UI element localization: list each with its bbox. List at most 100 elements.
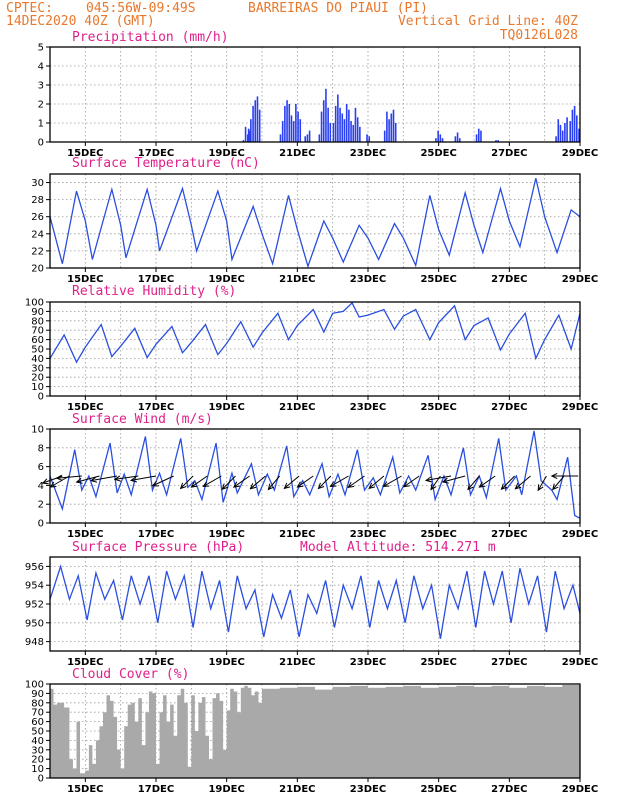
wind-vector-shaft <box>442 475 466 483</box>
cloud-cover-title: Cloud Cover (%) <box>72 667 189 682</box>
wind-vector-head <box>113 475 121 482</box>
wind-vector-shaft <box>426 475 452 481</box>
wind-vector-head <box>514 483 522 490</box>
humidity-xtick-label: 23DEC <box>350 402 386 413</box>
pressure-xtick-label: 23DEC <box>350 657 386 668</box>
precip-bar <box>477 128 480 142</box>
cloud-cover-xtick-label: 19DEC <box>208 784 244 795</box>
precip-bar <box>284 105 286 142</box>
temperature-ytick-label: 26 <box>31 212 44 223</box>
wind-vector-head <box>317 482 325 490</box>
cloud-cover-area <box>50 684 580 778</box>
wind-xtick-label: 29DEC <box>562 529 598 540</box>
precip-bar <box>252 105 254 142</box>
wind-vector-shaft <box>467 475 480 490</box>
precipitation-panel: Precipitation (mm/h) 0 1 2 3 4 5 15DEC 17DEC 19DE… <box>38 30 599 159</box>
wind-vector-head <box>55 474 63 481</box>
precip-bar <box>480 130 482 142</box>
wind-vector-head <box>430 483 437 491</box>
precip-bar <box>571 109 574 142</box>
precipitation-title: Precipitation (mm/h) <box>72 30 229 45</box>
humidity-ytick-label: 20 <box>31 373 44 384</box>
precip-bar <box>254 100 257 142</box>
precip-bar <box>559 124 562 142</box>
wind-vector-head <box>402 481 410 488</box>
wind-vector-shaft <box>479 475 496 488</box>
precip-bar <box>246 134 249 142</box>
precip-bar <box>566 117 568 142</box>
wind-vector-head <box>267 483 275 491</box>
wind-vector-shaft <box>318 475 332 489</box>
humidity-ytick-label: 30 <box>31 363 44 374</box>
precip-bar <box>356 117 359 142</box>
precipitation-ytick-label: 0 <box>38 138 44 149</box>
pressure-xtick-label: 27DEC <box>491 657 527 668</box>
header-coordinates: 045:56W-09:49S <box>86 1 196 16</box>
wind-vector-head <box>368 482 376 490</box>
wind-vector-head <box>552 483 559 491</box>
wind-vector-head <box>347 481 355 489</box>
precip-bar <box>334 105 337 142</box>
wind-vector-shaft <box>297 475 314 488</box>
wind-xtick-label: 27DEC <box>491 529 527 540</box>
precipitation-ytick-label: 2 <box>38 100 44 111</box>
precip-bar <box>322 100 325 142</box>
wind-vector-head <box>232 481 240 488</box>
precipitation-xtick-label: 25DEC <box>420 148 456 159</box>
precip-bar <box>561 130 564 142</box>
wind-vector-shaft <box>330 475 349 487</box>
precip-bar <box>332 123 335 142</box>
precipitation-frame <box>49 46 581 143</box>
precip-bar <box>383 130 386 142</box>
temperature-xtick-label: 15DEC <box>67 274 103 285</box>
header-datetime: 14DEC2020 40Z (GMT) <box>6 14 155 29</box>
precip-bar <box>576 115 578 142</box>
wind-vector-head <box>424 476 433 483</box>
humidity-ytick-label: 60 <box>31 335 44 346</box>
humidity-xtick-label: 17DEC <box>138 402 174 413</box>
precip-bar <box>318 134 321 142</box>
precip-bar <box>304 136 306 142</box>
temperature-xtick-label: 25DEC <box>420 274 456 285</box>
precip-bar <box>564 123 566 142</box>
cloud-cover-ytick-label: 20 <box>31 755 44 766</box>
humidity-ytick-label: 40 <box>31 354 44 365</box>
wind-vector-head <box>151 480 159 487</box>
wind-vector-head <box>550 472 558 480</box>
temperature-xtick-label: 21DEC <box>279 274 315 285</box>
precipitation-xtick-label: 29DEC <box>562 148 598 159</box>
pressure-xtick-label: 15DEC <box>67 657 103 668</box>
precip-bar <box>437 130 439 142</box>
wind-vector-shaft <box>501 475 515 490</box>
precip-bar <box>555 136 557 142</box>
precip-bar <box>456 132 459 142</box>
cloud-cover-ytick-label: 50 <box>31 727 44 738</box>
cloud-cover-xtick-label: 15DEC <box>67 784 103 795</box>
wind-vector-head <box>283 482 291 490</box>
header-station: BARREIRAS DO PIAUI (PI) <box>248 1 428 16</box>
temperature-ytick-label: 30 <box>31 178 44 189</box>
precip-bar <box>475 134 478 142</box>
precip-bar <box>295 104 297 142</box>
precip-bar <box>249 130 251 142</box>
cloud-cover-xtick-label: 25DEC <box>420 784 456 795</box>
precip-bar <box>578 128 580 142</box>
humidity-ytick-label: 70 <box>31 326 44 337</box>
wind-vector-shaft <box>180 475 194 489</box>
wind-vector-shaft <box>284 475 300 489</box>
cloud-cover-ytick-label: 30 <box>31 745 44 756</box>
precip-bar <box>454 136 457 142</box>
precip-bar <box>256 96 259 142</box>
wind-vector-shaft <box>515 475 531 490</box>
wind-ytick-label: 10 <box>31 425 44 436</box>
pressure-xtick-label: 19DEC <box>208 657 244 668</box>
pressure-ytick-label: 954 <box>25 581 44 592</box>
precip-bar <box>308 130 311 142</box>
precip-bar <box>258 109 261 142</box>
precip-bar <box>320 111 323 142</box>
precip-bar <box>352 124 355 142</box>
wind-vector-head <box>382 481 390 488</box>
cloud-cover-xtick-label: 29DEC <box>562 784 598 795</box>
precip-bar <box>439 134 442 142</box>
humidity-xtick-label: 19DEC <box>208 402 244 413</box>
